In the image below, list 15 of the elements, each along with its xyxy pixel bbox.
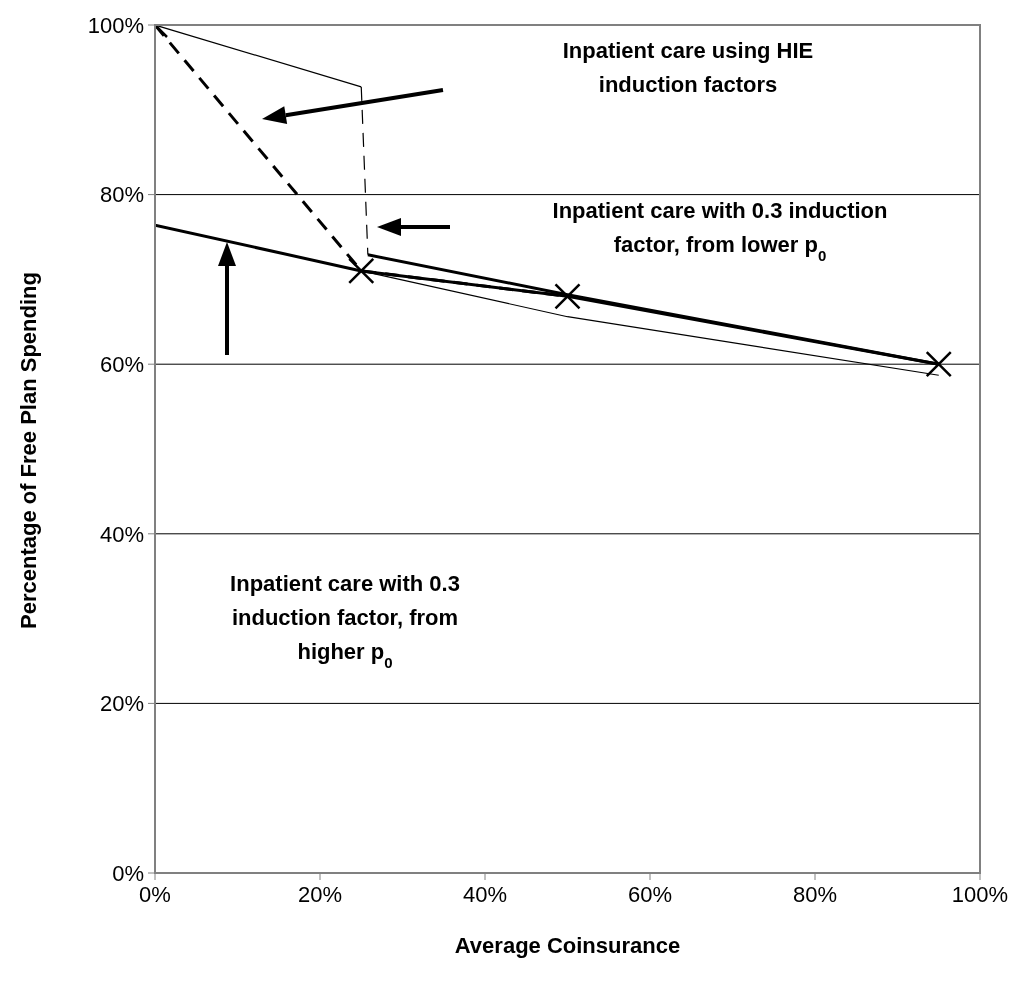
y-axis-title: Percentage of Free Plan Spending — [15, 272, 41, 629]
x-tick-label: 80% — [792, 881, 838, 907]
annotation: Inpatient care with 0.3 induction factor, from lower p$_{0}$ — [552, 198, 888, 264]
x-tick-label: 100% — [951, 881, 1009, 907]
annotation: Inpatient care with 0.3 induction factor, from higher p$_{0}$ — [230, 571, 460, 671]
y-tick-label: 60% — [99, 352, 144, 378]
x-axis-title: Average Coinsurance — [454, 933, 681, 958]
annotation: Inpatient care using HIE induction factors — [562, 38, 814, 97]
x-tick-label: 20% — [297, 881, 343, 907]
y-tick-label: 40% — [99, 521, 144, 547]
x-tick-label: 60% — [627, 881, 673, 907]
y-tick-label: 100% — [87, 12, 144, 38]
y-tick-label: 80% — [99, 182, 144, 208]
y-tick-label: 20% — [99, 691, 144, 717]
x-tick-label: 40% — [462, 881, 508, 907]
